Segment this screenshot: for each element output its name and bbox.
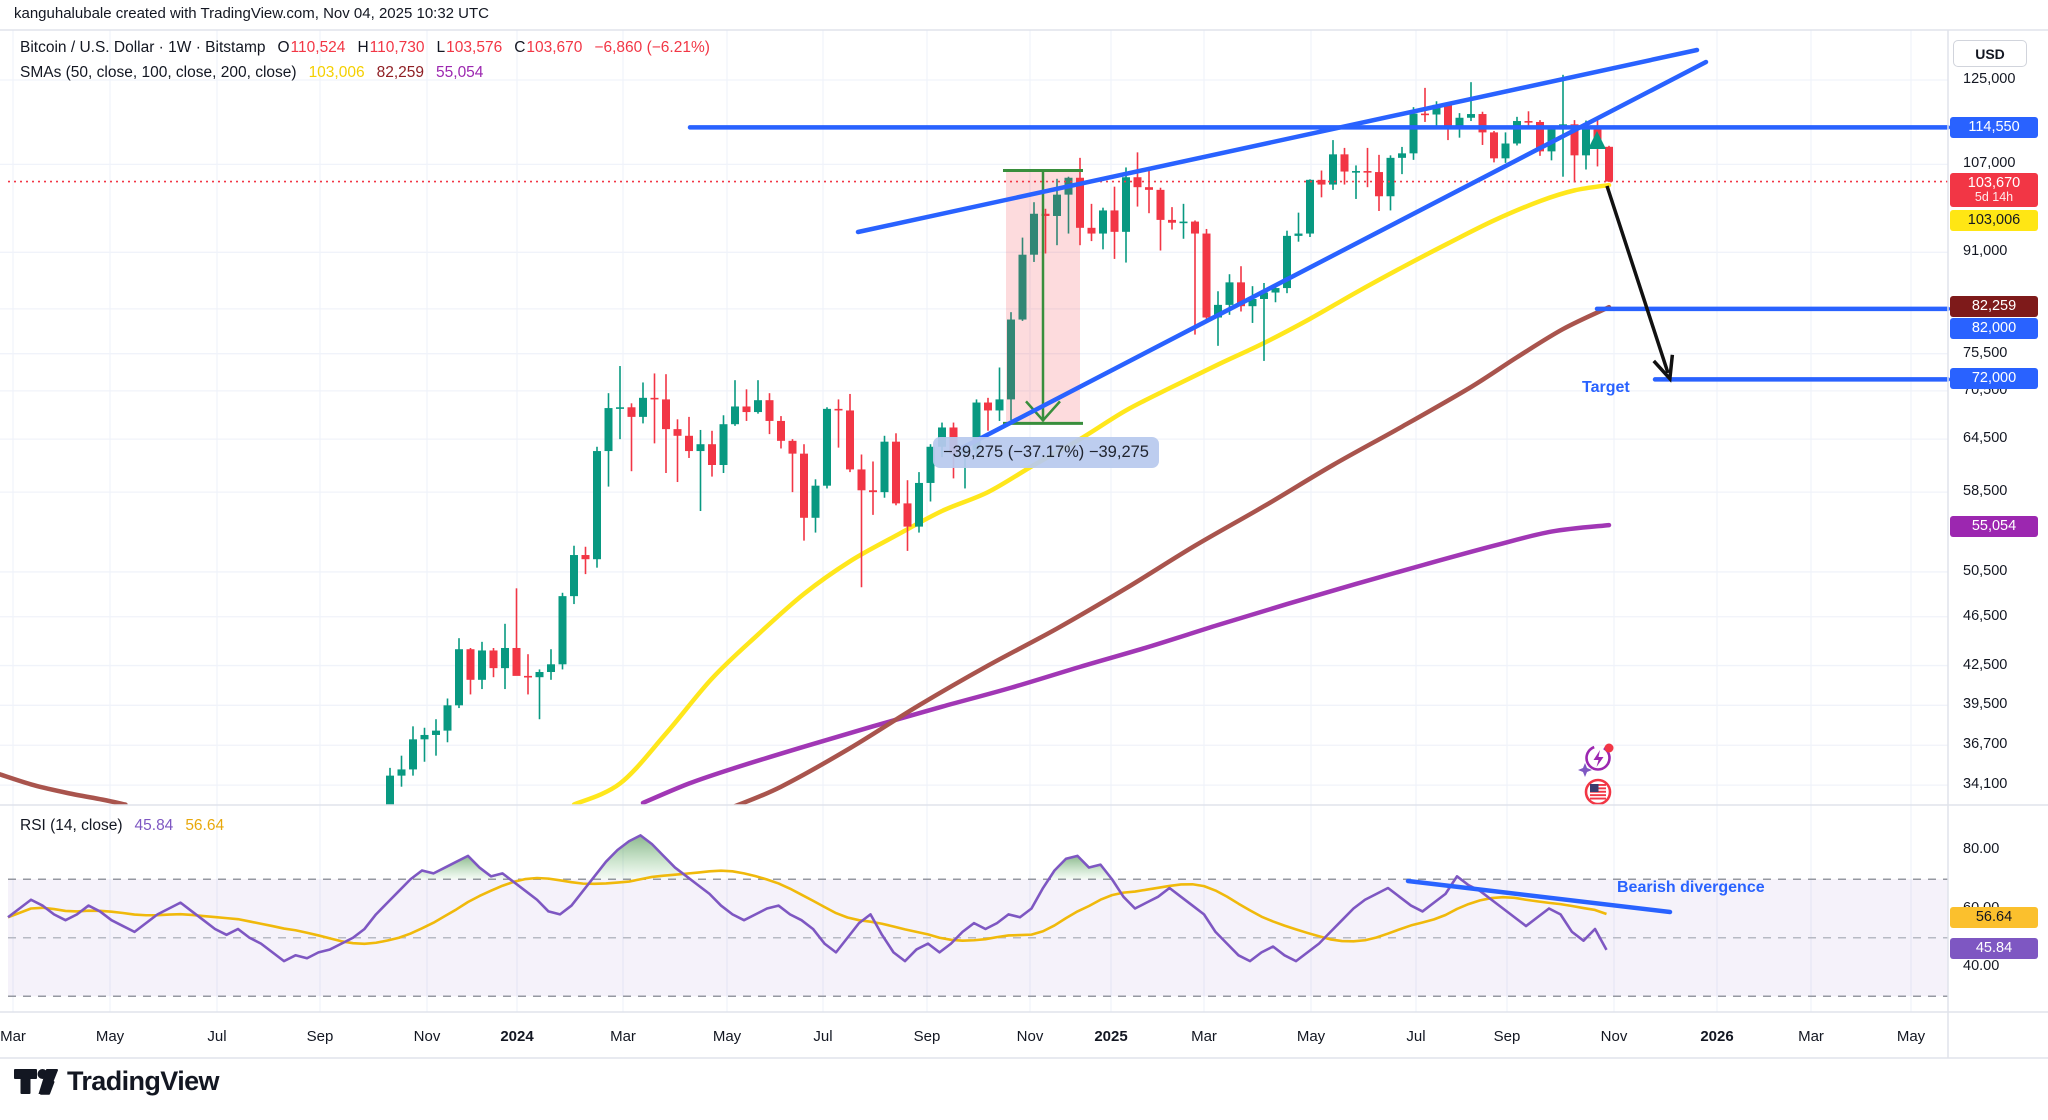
rsi-value: 45.84: [134, 817, 174, 834]
time-axis-label: May: [95, 1028, 125, 1045]
arrow-up-marker-icon[interactable]: [1588, 131, 1606, 149]
pane-borders: [0, 29, 2048, 1059]
time-axis-label: May: [1896, 1028, 1926, 1045]
us-economic-event-icon[interactable]: [1584, 778, 1612, 806]
time-axis-label: Jul: [207, 1028, 227, 1045]
trend-lines[interactable]: [687, 47, 1951, 451]
sma-legend: SMAs (50, close, 100, close, 200, close)…: [20, 64, 483, 82]
countdown-timer: 5d 14h: [1974, 190, 2014, 204]
price-badge: 82,000: [1950, 318, 2038, 339]
time-axis-label: Mar: [610, 1028, 636, 1045]
price-badge: 72,000: [1950, 368, 2038, 389]
rsi-overbought-fill: [410, 835, 1461, 880]
watermark-attribution: kanguhalubale created with TradingView.c…: [14, 5, 490, 22]
rsi-axis-label: 80.00: [1963, 841, 2000, 857]
time-axis-label: Nov: [1600, 1028, 1628, 1045]
ohlc-values: O110,524 H110,730 L103,576 C103,670: [277, 39, 582, 57]
projection-arrow[interactable]: [1605, 185, 1675, 383]
tradingview-logo-icon: [14, 1068, 58, 1095]
price-badge: 103,006: [1950, 210, 2038, 231]
time-axis-label: 2026: [1700, 1028, 1734, 1045]
ohlc-item: C103,670: [514, 39, 583, 56]
measure-tooltip: −39,275 (−37.17%) −39,275: [933, 437, 1159, 468]
rsi-legend-label: RSI (14, close): [20, 817, 123, 834]
target-label: Target: [1582, 379, 1630, 396]
price-axis-label: 125,000: [1963, 71, 2016, 87]
price-axis-label: 34,100: [1963, 776, 2008, 793]
time-axis-label: Jul: [813, 1028, 833, 1045]
time-axis-label: Mar: [0, 1028, 26, 1045]
sma-legend-label: SMAs (50, close, 100, close, 200, close): [20, 64, 297, 81]
price-badge: 114,550: [1950, 117, 2038, 138]
time-axis-label: Nov: [1016, 1028, 1044, 1045]
rsi-ma-value: 56.64: [185, 817, 225, 834]
price-axis-label: 50,500: [1963, 562, 2008, 579]
gridlines: [0, 30, 1948, 1012]
price-badge: 82,259: [1950, 296, 2038, 317]
price-axis-label: 46,500: [1963, 607, 2008, 624]
time-axis-label: May: [712, 1028, 742, 1045]
time-axis-label: Nov: [413, 1028, 441, 1045]
price-axis-label: 36,700: [1963, 736, 2008, 753]
rsi-legend: RSI (14, close) 45.84 56.64: [20, 817, 224, 835]
ohlc-item: O110,524: [277, 39, 346, 56]
rsi-divergence-line[interactable]: [1405, 878, 1673, 915]
time-axis-label: Mar: [1191, 1028, 1217, 1045]
price-axis-label: 64,500: [1963, 430, 2008, 447]
sma-value: 55,054: [436, 64, 484, 81]
sma-value: 82,259: [376, 64, 425, 81]
currency-toggle-button[interactable]: USD: [1953, 40, 2027, 67]
rsi-badge: 56.64: [1950, 907, 2038, 928]
measure-range-tool[interactable]: [1003, 169, 1083, 425]
tradingview-logo[interactable]: TradingView: [14, 1066, 220, 1097]
rsi-badge: 45.84: [1950, 938, 2038, 959]
ai-event-icon[interactable]: [1578, 743, 1614, 778]
price-axis-label: 58,500: [1963, 483, 2008, 500]
price-axis-label: 39,500: [1963, 696, 2008, 713]
price-badge: 103,670 5d 14h: [1950, 173, 2038, 207]
time-axis-label: Mar: [1798, 1028, 1824, 1045]
price-axis-label: 91,000: [1963, 243, 2008, 260]
ohlc-item: H110,730: [357, 39, 425, 56]
sma-values: 103,006 82,259 55,054: [309, 64, 484, 82]
time-axis-label: Sep: [913, 1028, 941, 1045]
rsi-axis-label: 40.00: [1963, 958, 2000, 974]
tradingview-logo-text: TradingView: [67, 1066, 220, 1096]
time-axis-label: May: [1296, 1028, 1326, 1045]
sma-value: 103,006: [308, 64, 365, 81]
symbol-legend: Bitcoin / U.S. Dollar · 1W · Bitstamp O1…: [20, 39, 710, 57]
time-axis-label: Jul: [1406, 1028, 1426, 1045]
price-axis-label: 75,500: [1963, 344, 2008, 361]
price-axis-label: 107,000: [1963, 155, 2016, 172]
price-axis-label: 42,500: [1963, 656, 2008, 673]
price-badge: 55,054: [1950, 516, 2038, 537]
time-axis-label: Sep: [306, 1028, 334, 1045]
time-axis-label: Sep: [1493, 1028, 1521, 1045]
time-axis-label: 2024: [500, 1028, 534, 1045]
bearish-divergence-label: Bearish divergence: [1617, 879, 1765, 896]
change-value: −6,860 (−6.21%): [594, 39, 710, 56]
time-axis-label: 2025: [1094, 1028, 1128, 1045]
sma-lines: [0, 182, 1612, 805]
ohlc-item: L103,576: [436, 39, 503, 56]
symbol-title: Bitcoin / U.S. Dollar · 1W · Bitstamp: [20, 39, 266, 56]
